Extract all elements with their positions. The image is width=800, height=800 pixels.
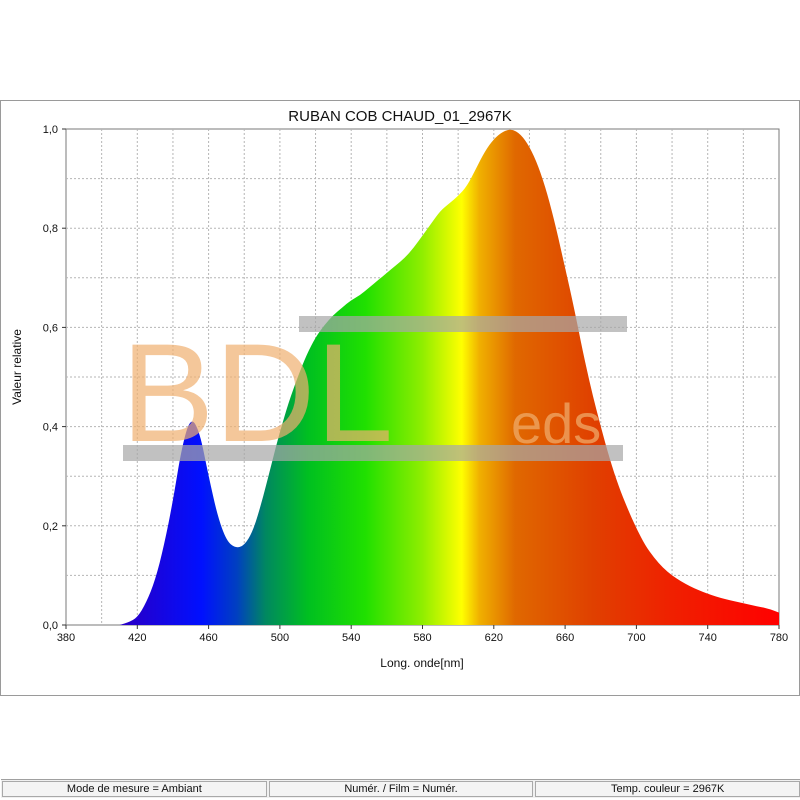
watermark-main: BDL bbox=[121, 314, 393, 471]
watermark-bar-top bbox=[299, 316, 627, 332]
watermark-sub: eds bbox=[511, 392, 601, 455]
status-numeric-film: Numér. / Film = Numér. bbox=[268, 781, 534, 797]
x-tick-label-6: 620 bbox=[485, 632, 503, 644]
x-ticks: 380 420 460 500 540 580 620 660 700 740 780 bbox=[57, 625, 788, 644]
y-ticks: 0,0 0,2 0,4 0,6 0,8 1,0 bbox=[43, 124, 66, 632]
status-bar: Mode de mesure = Ambiant Numér. / Film =… bbox=[1, 779, 800, 798]
x-tick-label-4: 540 bbox=[342, 632, 360, 644]
status-color-temp: Temp. couleur = 2967K bbox=[535, 781, 800, 797]
y-tick-label-0: 0,0 bbox=[43, 620, 58, 632]
x-tick-label-9: 740 bbox=[699, 632, 717, 644]
watermark-bar-bottom bbox=[123, 445, 623, 461]
x-tick-label-1: 420 bbox=[128, 632, 146, 644]
y-tick-label-4: 0,8 bbox=[43, 223, 58, 235]
y-tick-label-3: 0,6 bbox=[43, 322, 58, 334]
y-axis-label: Valeur relative bbox=[10, 329, 24, 405]
y-tick-label-1: 0,2 bbox=[43, 521, 58, 533]
x-axis-label: Long. onde[nm] bbox=[380, 656, 463, 670]
chart-title: RUBAN COB CHAUD_01_2967K bbox=[288, 108, 511, 125]
watermark: BDL eds bbox=[121, 314, 627, 471]
x-tick-label-8: 700 bbox=[627, 632, 645, 644]
chart-frame: BDL eds RUBAN COB CHAUD_01_2967K Valeur … bbox=[0, 100, 800, 798]
x-tick-label-5: 580 bbox=[413, 632, 431, 644]
x-tick-label-10: 780 bbox=[770, 632, 788, 644]
x-tick-label-0: 380 bbox=[57, 632, 75, 644]
x-tick-label-2: 460 bbox=[199, 632, 217, 644]
y-tick-label-5: 1,0 bbox=[43, 124, 58, 136]
status-measure-mode: Mode de mesure = Ambiant bbox=[2, 781, 267, 797]
spectrum-area bbox=[119, 129, 779, 625]
y-tick-label-2: 0,4 bbox=[43, 422, 58, 434]
x-tick-label-7: 660 bbox=[556, 632, 574, 644]
spectrum-chart: BDL eds RUBAN COB CHAUD_01_2967K Valeur … bbox=[10, 108, 788, 670]
x-tick-label-3: 500 bbox=[271, 632, 289, 644]
